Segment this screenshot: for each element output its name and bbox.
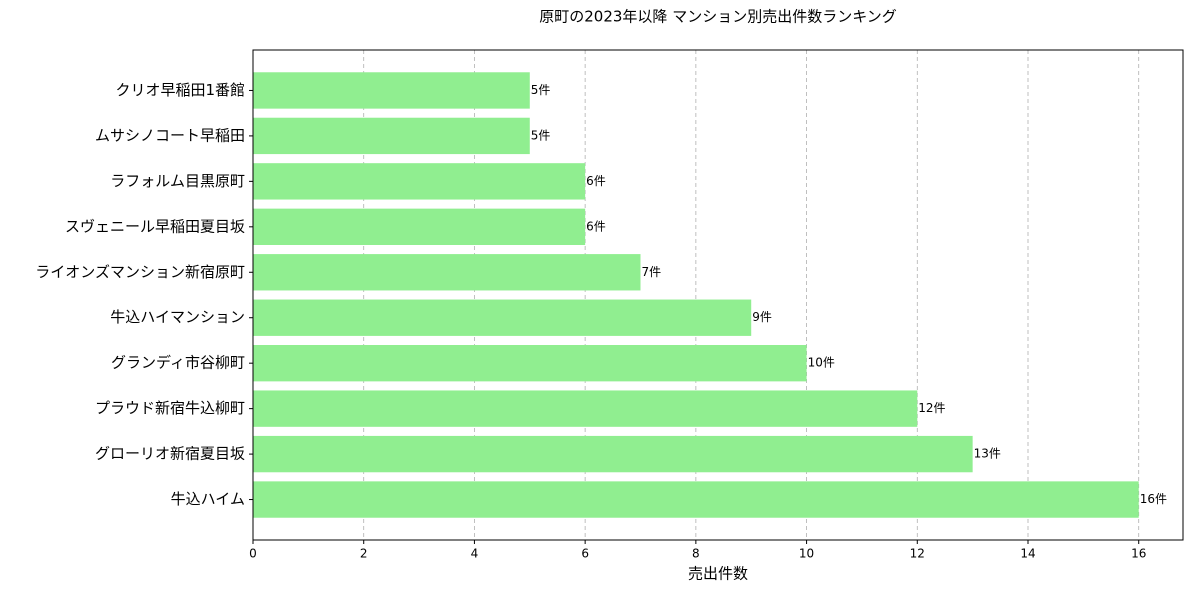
x-tick-label: 14 (1020, 547, 1035, 561)
chart-title: 原町の2023年以降 マンション別売出件数ランキング (539, 8, 897, 26)
y-tick-label: クリオ早稲田1番館 (115, 81, 245, 99)
bar (253, 72, 530, 109)
plot-frame (252, 49, 1184, 541)
x-tick-label: 0 (249, 547, 257, 561)
bar (253, 299, 752, 336)
bar (253, 481, 1139, 518)
value-label: 10件 (808, 356, 835, 370)
bar (253, 208, 586, 245)
y-tick-label: スヴェニール早稲田夏目坂 (65, 217, 245, 235)
y-tick-label: グランディ市谷柳町 (111, 354, 245, 372)
bar (253, 117, 530, 155)
x-tick-label: 6 (581, 547, 589, 561)
bar (253, 345, 807, 382)
bar (253, 254, 641, 291)
value-label: 5件 (531, 83, 551, 97)
value-label: 7件 (642, 265, 662, 279)
y-tick-label: ラフォルム目黒原町 (110, 172, 245, 190)
y-tick-label: ライオンズマンション新宿原町 (35, 263, 245, 281)
value-label: 12件 (918, 401, 945, 415)
value-label: 16件 (1140, 492, 1167, 506)
x-axis-label: 売出件数 (688, 565, 748, 583)
x-tick-label: 4 (471, 547, 479, 561)
value-label: 6件 (586, 219, 606, 233)
y-tick-label: ムサシノコート早稲田 (95, 126, 245, 144)
bar (253, 390, 918, 427)
x-tick-label: 10 (799, 547, 814, 561)
x-tick-label: 2 (360, 547, 368, 561)
value-label: 6件 (586, 174, 606, 188)
y-tick-label: 牛込ハイム (171, 490, 245, 508)
x-tick-label: 16 (1131, 547, 1146, 561)
bar (253, 435, 973, 473)
bar (253, 163, 586, 200)
value-label: 5件 (531, 128, 551, 142)
y-tick-label: グローリオ新宿夏目坂 (95, 445, 245, 463)
value-label: 9件 (752, 310, 772, 324)
y-tick-label: プラウド新宿牛込柳町 (95, 399, 245, 417)
value-label: 13件 (974, 447, 1001, 461)
x-tick-label: 12 (910, 547, 925, 561)
y-tick-label: 牛込ハイマンション (110, 308, 245, 326)
x-tick-label: 8 (692, 547, 700, 561)
